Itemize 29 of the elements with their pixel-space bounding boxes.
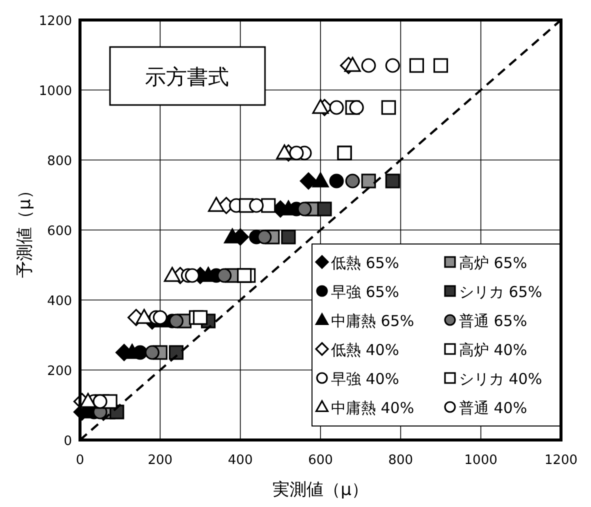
legend-label: 低熱 65% <box>331 254 400 272</box>
y-tick-label: 1000 <box>38 84 72 99</box>
y-tick-label: 600 <box>47 224 72 239</box>
x-tick-label: 800 <box>388 453 414 468</box>
legend-label: 高炉 65% <box>459 254 528 272</box>
x-axis-title: 実測値（μ） <box>272 480 368 500</box>
legend-label: 高炉 40% <box>459 341 528 359</box>
x-tick-label: 400 <box>228 453 253 468</box>
y-tick-label: 1200 <box>38 14 72 29</box>
legend-label: 低熱 40% <box>331 341 400 359</box>
y-axis-title: 予測値（μ） <box>15 182 35 278</box>
legend-label: 普通 65% <box>459 312 528 330</box>
legend-label: 早強 40% <box>331 370 400 388</box>
legend-label: シリカ 40% <box>459 370 542 388</box>
x-tick-label: 200 <box>148 453 173 468</box>
x-tick-label: 1000 <box>464 453 498 468</box>
legend-label: 中庸熱 40% <box>331 399 414 417</box>
legend-label: シリカ 65% <box>459 283 542 301</box>
annotation: 示方書式 <box>145 65 229 89</box>
legend-label: 中庸熱 65% <box>331 312 414 330</box>
x-tick-label: 0 <box>76 453 84 468</box>
y-tick-label: 200 <box>47 364 72 379</box>
legend-label: 普通 40% <box>459 399 528 417</box>
y-tick-label: 400 <box>47 294 72 309</box>
x-tick-label: 600 <box>308 453 333 468</box>
y-tick-label: 800 <box>47 154 72 169</box>
legend-label: 早強 65% <box>331 283 400 301</box>
x-tick-label: 1200 <box>544 453 578 468</box>
y-tick-label: 0 <box>64 434 72 449</box>
